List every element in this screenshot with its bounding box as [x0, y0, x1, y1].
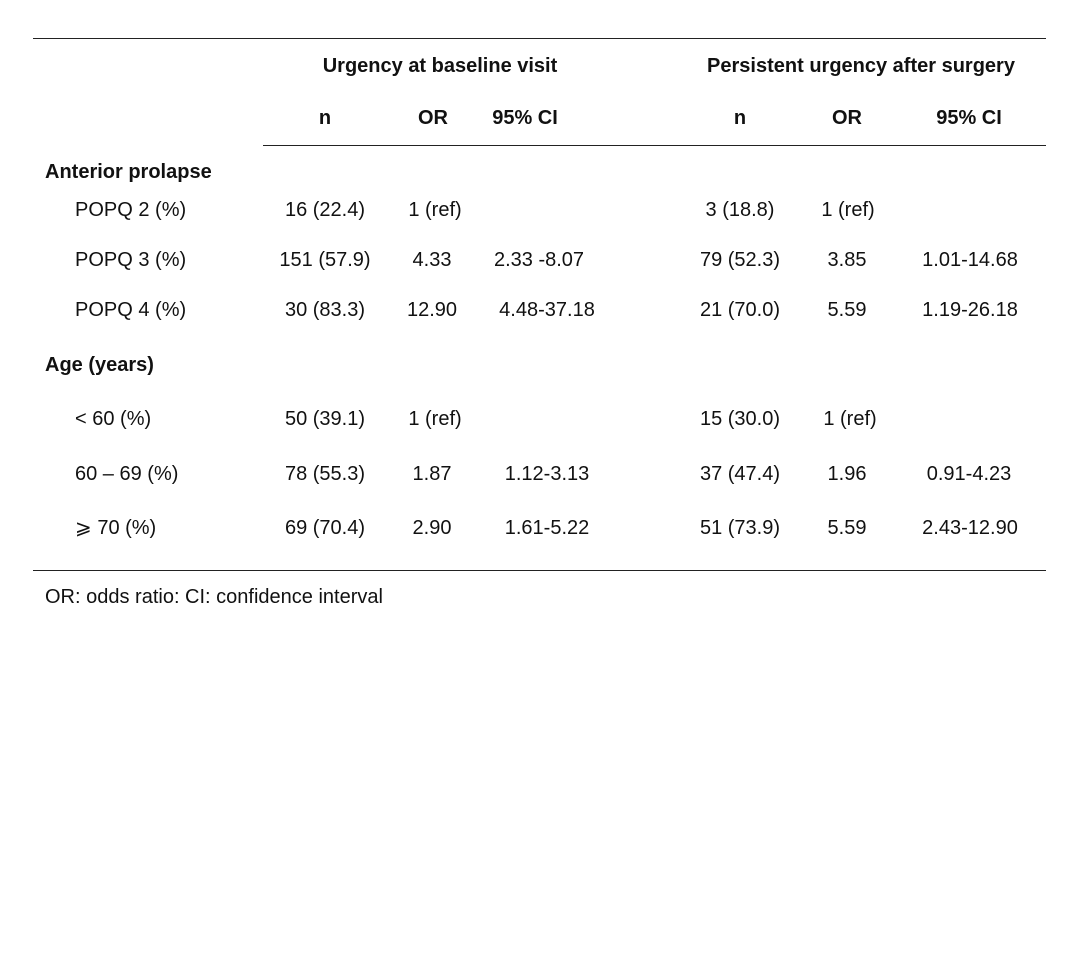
- cell-ci-after: 1.19-26.18: [922, 299, 1018, 321]
- row-label: < 60 (%): [75, 408, 152, 430]
- cell-ci-after: 2.43-12.90: [922, 517, 1018, 539]
- row-label: ⩾ 70 (%): [75, 517, 157, 539]
- group-header-baseline: Urgency at baseline visit: [322, 55, 558, 77]
- row-label: POPQ 4 (%): [75, 299, 187, 321]
- cell-ci-after: 1.01-14.68: [922, 249, 1018, 271]
- column-header-n-after: n: [733, 107, 747, 129]
- cell-or-after: 5.59: [827, 299, 867, 321]
- cell-n-baseline: 30 (83.3): [284, 299, 366, 321]
- column-header-ci-baseline: 95% CI: [492, 107, 558, 129]
- cell-n-baseline: 78 (55.3): [284, 463, 366, 485]
- cell-n-after: 15 (30.0): [699, 408, 781, 430]
- cell-n-baseline: 151 (57.9): [279, 249, 371, 271]
- table-top-rule: [33, 38, 1046, 39]
- cell-ci-baseline: 1.12-3.13: [504, 463, 590, 485]
- table-bottom-rule: [33, 570, 1046, 571]
- column-header-or-after: OR: [832, 107, 862, 129]
- cell-n-after: 37 (47.4): [699, 463, 781, 485]
- cell-or-baseline: 4.33: [412, 249, 452, 271]
- cell-or-after: 1 (ref): [823, 408, 877, 430]
- cell-or-baseline: 2.90: [412, 517, 452, 539]
- cell-n-baseline: 69 (70.4): [284, 517, 366, 539]
- group-header-after-surgery: Persistent urgency after surgery: [707, 55, 1015, 77]
- column-header-or-baseline: OR: [418, 107, 448, 129]
- cell-or-baseline: 1 (ref): [408, 408, 462, 430]
- row-label: POPQ 3 (%): [75, 249, 187, 271]
- section-title-age: Age (years): [45, 354, 154, 376]
- row-label: 60 – 69 (%): [75, 463, 179, 485]
- cell-n-after: 3 (18.8): [705, 199, 775, 221]
- cell-n-after: 51 (73.9): [699, 517, 781, 539]
- column-header-ci-after: 95% CI: [936, 107, 1002, 129]
- header-bottom-rule: [263, 145, 1046, 146]
- column-header-n-baseline: n: [318, 107, 332, 129]
- cell-or-after: 1.96: [827, 463, 867, 485]
- cell-or-after: 1 (ref): [821, 199, 875, 221]
- row-label: POPQ 2 (%): [75, 199, 187, 221]
- cell-or-baseline: 1.87: [412, 463, 452, 485]
- cell-n-after: 21 (70.0): [699, 299, 781, 321]
- cell-or-after: 5.59: [827, 517, 867, 539]
- cell-or-baseline: 1 (ref): [408, 199, 462, 221]
- cell-ci-baseline: 1.61-5.22: [504, 517, 590, 539]
- cell-or-after: 3.85: [827, 249, 867, 271]
- cell-ci-after: 0.91-4.23: [926, 463, 1012, 485]
- cell-ci-baseline: 2.33 -8.07: [493, 249, 585, 271]
- cell-or-baseline: 12.90: [406, 299, 458, 321]
- section-title-anterior-prolapse: Anterior prolapse: [45, 161, 212, 183]
- table-footnote: OR: odds ratio: CI: confidence interval: [45, 586, 383, 608]
- cell-n-baseline: 16 (22.4): [284, 199, 366, 221]
- cell-n-after: 79 (52.3): [699, 249, 781, 271]
- cell-n-baseline: 50 (39.1): [284, 408, 366, 430]
- cell-ci-baseline: 4.48-37.18: [499, 299, 595, 321]
